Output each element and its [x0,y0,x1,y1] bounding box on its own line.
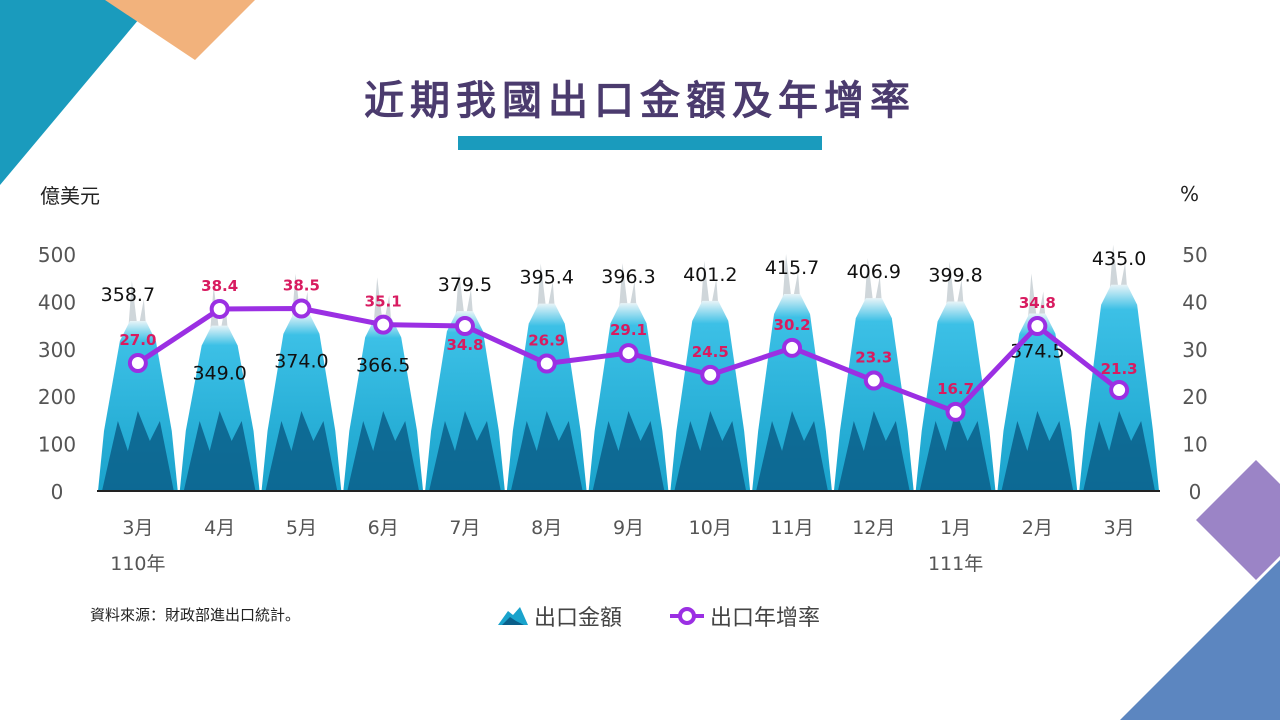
growth-value-label: 35.1 [365,293,402,311]
x-tick-label: 12月 [852,517,895,539]
bar-value-label: 406.9 [847,261,901,283]
growth-point [209,298,230,319]
growth-point [291,298,312,319]
y-right-tick: 20 [1182,385,1207,409]
bar-value-label: 366.5 [356,354,410,376]
legend-bar: 出口金額 [498,600,622,632]
y-left-unit: 億美元 [40,184,100,208]
x-tick-label: 2月 [1022,517,1053,539]
y-right-tick: 50 [1182,243,1207,267]
y-right-tick: 0 [1189,480,1202,504]
bar-shadow [756,411,828,491]
growth-value-label: 29.1 [610,321,647,339]
x-tick-label: 3月 [122,517,153,539]
bar-value-label: 395.4 [520,267,574,289]
growth-value-label: 38.4 [201,277,238,295]
corner-decoration-bottom-right [1120,560,1280,720]
growth-value-label: 23.3 [855,349,892,367]
y-right-unit: % [1180,182,1200,206]
bar-shadow [592,411,665,491]
x-tick-label: 4月 [204,517,235,539]
x-tick-label: 11月 [770,517,813,539]
bar-value-label: 349.0 [192,363,246,385]
bar-shadow [674,411,747,491]
growth-point [1109,380,1130,401]
y-left-tick: 300 [38,338,76,362]
growth-value-label: 34.8 [446,336,483,354]
page-title: 近期我國出口金額及年增率 [364,78,916,124]
x-tick-label: 7月 [449,517,480,539]
bar-value-label: 374.5 [1010,340,1064,362]
bar-shadow [1083,411,1155,491]
x-tick-label: 3月 [1104,517,1135,539]
y-left-tick: 500 [38,243,76,267]
x-tick-label: 8月 [531,517,562,539]
x-tick-label: 5月 [286,517,317,539]
bar-value-label: 379.5 [438,274,492,296]
growth-value-label: 30.2 [774,316,811,334]
bar-value-label: 415.7 [765,257,819,279]
bar-value-label: 374.0 [274,351,328,373]
growth-value-label: 26.9 [528,331,565,349]
bar-shadow [837,411,910,491]
growth-value-label: 21.3 [1101,360,1138,378]
growth-point [782,337,803,358]
y-right-tick: 30 [1182,338,1207,362]
bar-shadow [1001,411,1074,491]
corner-decoration-top-left [0,0,255,185]
y-right-tick: 40 [1182,290,1207,314]
bar-value-label: 399.8 [928,264,982,286]
y-left-tick: 200 [38,385,76,409]
x-year-label: 110年 [110,553,165,575]
growth-value-label: 27.0 [119,331,156,349]
growth-point [945,401,966,422]
growth-point [1027,316,1048,337]
line-marker-icon [670,607,704,625]
y-left-tick: 400 [38,290,76,314]
growth-point [127,353,148,374]
growth-point [700,364,721,385]
y-left-tick: 0 [51,480,64,504]
bar-shadow [102,411,174,491]
growth-value-label: 16.7 [937,380,974,398]
x-tick-label: 1月 [940,517,971,539]
growth-point [863,370,884,391]
growth-point [373,314,394,335]
bar-shadow [183,411,256,491]
legend-bar-label: 出口金額 [534,606,623,631]
y-left-tick: 100 [38,433,76,457]
bar-value-label: 435.0 [1092,248,1146,270]
mountain-bar-icon [498,607,528,625]
corner-decoration-right-diamond [1196,460,1280,580]
bar-shadow [919,411,992,491]
source-note: 資料來源：財政部進出口統計。 [90,606,301,624]
x-tick-label: 9月 [613,517,644,539]
bar-shadow [347,411,420,491]
growth-value-label: 34.8 [1019,294,1056,312]
bar-value-label: 358.7 [101,284,155,306]
export-chart: 0 100 200 300 400 500 0 10 20 30 40 50 358.7 349.0 374… [38,243,1208,575]
title-underline [458,136,822,150]
bar-shadow [429,411,501,491]
growth-value-label: 24.5 [692,343,729,361]
bar-shadow [510,411,583,491]
legend-line-label: 出口年增率 [710,606,821,631]
growth-point [454,316,475,337]
x-tick-label: 6月 [368,517,399,539]
bar-value-label: 401.2 [683,264,737,286]
bar-shadow [265,411,338,491]
x-tick-label: 10月 [689,517,732,539]
legend-line: 出口年增率 [670,600,820,632]
x-year-label: 111年 [928,553,983,575]
growth-point [618,343,639,364]
growth-point [536,353,557,374]
y-right-tick: 10 [1182,433,1207,457]
bar-value-label: 396.3 [601,266,655,288]
growth-value-label: 38.5 [283,277,320,295]
